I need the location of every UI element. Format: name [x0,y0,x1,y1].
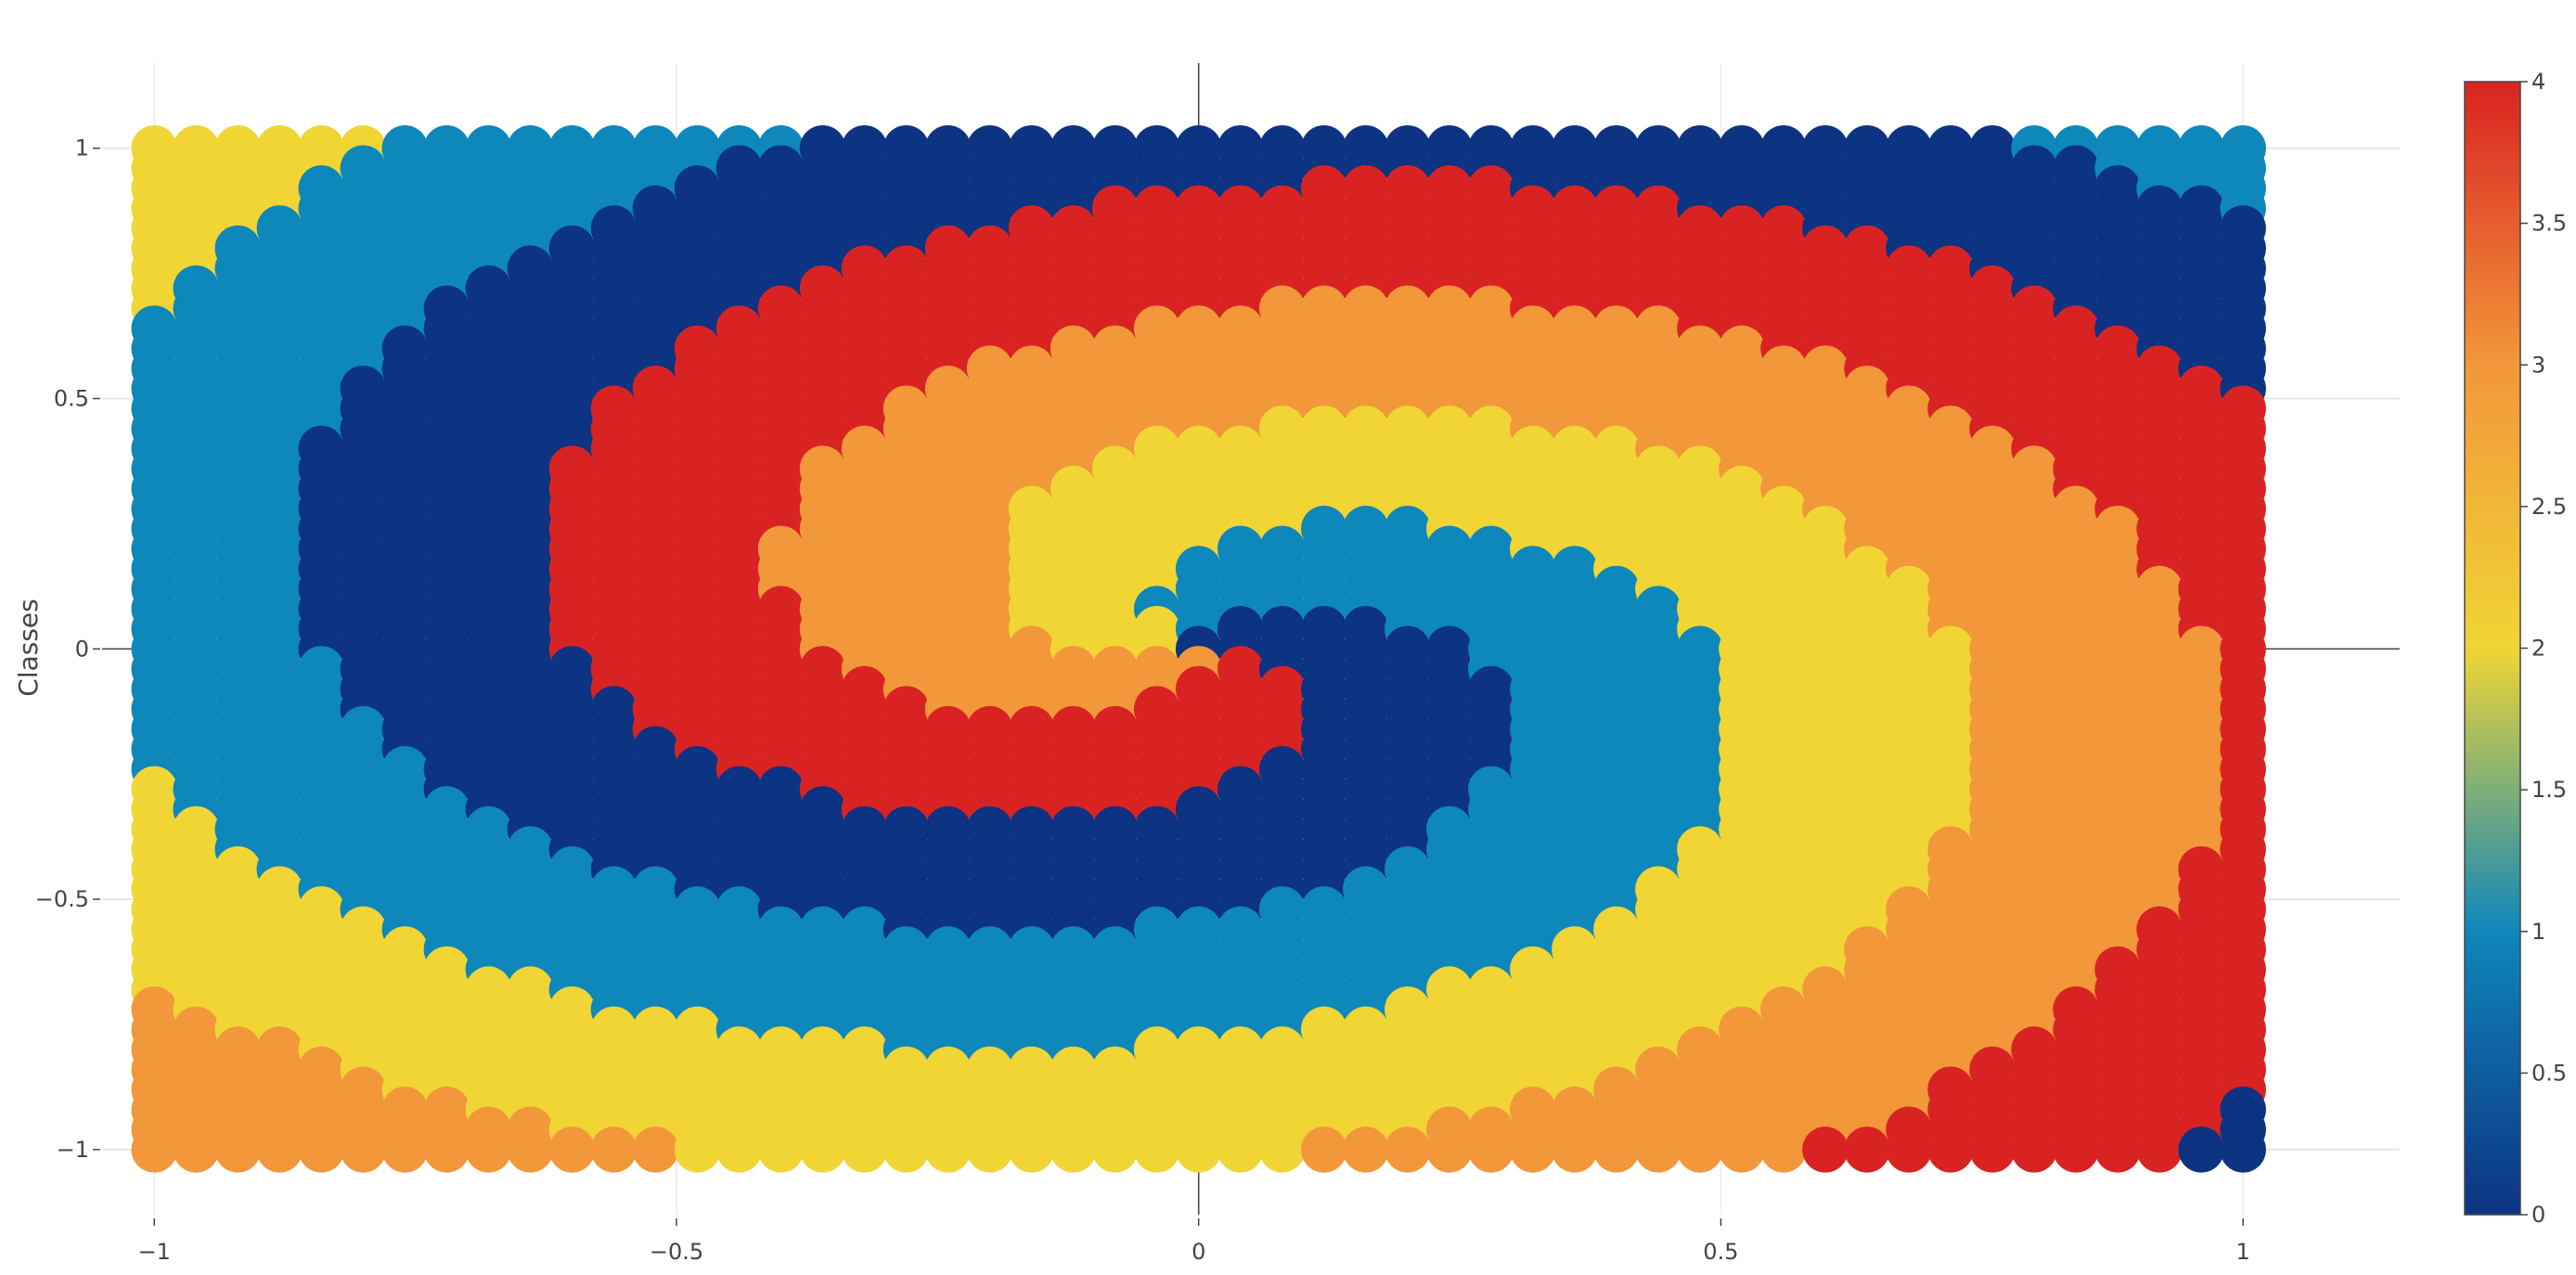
colorbar-tick-label-1: 0.5 [2531,1060,2567,1086]
colorbar-tick-label-3: 1.5 [2531,777,2567,803]
colorbar-tick-label-2: 1 [2531,919,2545,945]
data-point-2555[interactable] [340,1127,387,1173]
data-point-2562[interactable] [632,1127,679,1173]
data-point-2565[interactable] [757,1127,805,1173]
data-point-2559[interactable] [507,1127,554,1173]
data-point-2597[interactable] [2094,1127,2141,1173]
data-point-2572[interactable] [1050,1127,1097,1173]
data-point-2579[interactable] [1343,1127,1389,1173]
colorbar-tick-label-4: 2 [2531,636,2545,662]
data-point-2600[interactable] [2220,1127,2266,1173]
data-point-2556[interactable] [381,1127,429,1173]
data-point-2571[interactable] [1008,1127,1055,1173]
y-tick-label-3: 0.5 [54,386,89,412]
y-tick-label-4: 1 [75,135,89,161]
data-points[interactable] [131,124,2266,1173]
data-point-2553[interactable] [256,1127,303,1173]
data-point-2560[interactable] [548,1127,596,1173]
data-point-2568[interactable] [882,1127,930,1173]
data-point-2580[interactable] [1385,1127,1431,1173]
y-axis-title: Classes [13,599,44,696]
data-point-2577[interactable] [1259,1127,1306,1173]
colorbar-tick-label-5: 2.5 [2531,494,2567,520]
data-point-2594[interactable] [1969,1127,2016,1173]
colorbar: 0 0.5 1 1.5 2 2.5 3 3.5 4 [2464,69,2567,1228]
data-point-2564[interactable] [715,1127,763,1173]
data-point-2566[interactable] [799,1127,846,1173]
data-point-2554[interactable] [298,1127,345,1173]
data-point-2557[interactable] [423,1127,470,1173]
data-point-2595[interactable] [2011,1127,2057,1173]
data-point-2588[interactable] [1719,1127,1765,1173]
y-tick-label-1: −0.5 [35,886,89,912]
y-tick-label-2: 0 [75,636,89,662]
y-tick-label-0: −1 [57,1137,89,1163]
colorbar-tick-label-7: 3.5 [2531,211,2567,237]
x-tick-label-1: −0.5 [650,1239,703,1265]
data-point-2573[interactable] [1091,1127,1139,1173]
x-tick-label-3: 0.5 [1703,1239,1738,1265]
data-point-2567[interactable] [841,1127,888,1173]
data-point-2578[interactable] [1301,1127,1347,1173]
data-point-2550[interactable] [131,1127,178,1173]
data-point-2563[interactable] [674,1127,721,1173]
data-point-2599[interactable] [2178,1127,2224,1173]
data-point-2587[interactable] [1677,1127,1723,1173]
data-point-2586[interactable] [1635,1127,1681,1173]
x-tick-label-0: −1 [138,1239,171,1265]
x-tick-label-4: 1 [2236,1239,2250,1265]
colorbar-tick-label-8: 4 [2531,69,2545,95]
data-point-2576[interactable] [1217,1127,1264,1173]
colorbar-gradient [2464,81,2521,1216]
data-point-2589[interactable] [1760,1127,1807,1173]
data-point-2583[interactable] [1510,1127,1556,1173]
data-point-2582[interactable] [1468,1127,1514,1173]
data-point-2592[interactable] [1886,1127,1932,1173]
data-point-2590[interactable] [1802,1127,1848,1173]
data-point-2570[interactable] [966,1127,1013,1173]
x-axis-ticks: −1 −0.5 0 0.5 1 [138,1218,2250,1265]
data-point-2574[interactable] [1133,1127,1180,1173]
data-point-2591[interactable] [1844,1127,1890,1173]
data-point-2551[interactable] [173,1127,220,1173]
data-point-2575[interactable] [1175,1127,1222,1173]
data-point-2584[interactable] [1552,1127,1598,1173]
data-point-2596[interactable] [2053,1127,2099,1173]
data-point-2581[interactable] [1426,1127,1473,1173]
data-point-2561[interactable] [590,1127,638,1173]
colorbar-tick-label-6: 3 [2531,352,2545,378]
data-point-2585[interactable] [1593,1127,1640,1173]
data-point-2598[interactable] [2136,1127,2183,1173]
y-axis-ticks: −1 −0.5 0 0.5 1 [35,135,100,1163]
data-point-2569[interactable] [924,1127,972,1173]
data-point-2593[interactable] [1927,1127,1974,1173]
colorbar-ticks: 0 0.5 1 1.5 2 2.5 3 3.5 4 [2520,69,2567,1228]
x-tick-label-2: 0 [1191,1239,1205,1265]
data-point-2558[interactable] [465,1127,512,1173]
colorbar-tick-label-0: 0 [2531,1202,2545,1228]
data-point-2552[interactable] [214,1127,262,1173]
